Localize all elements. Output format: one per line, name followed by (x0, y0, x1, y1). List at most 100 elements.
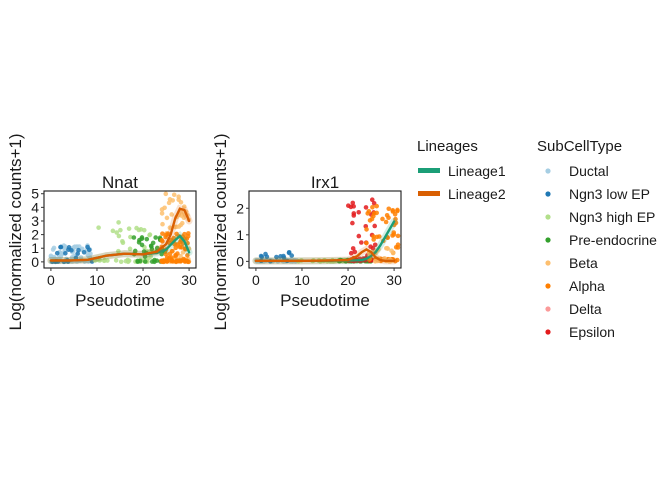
legend-title: SubCellType (537, 138, 622, 155)
y-tick-label: 5 (31, 186, 39, 202)
y-tick-label: 1 (236, 227, 244, 243)
data-point (386, 215, 391, 220)
data-point (278, 254, 283, 259)
y-axis-title: Log(normalized counts+1) (211, 133, 230, 330)
data-point (350, 220, 355, 226)
legend-key-ductal (545, 168, 551, 174)
data-point (54, 250, 60, 256)
legend-subcelltype: SubCellType Ductal Ngn3 low EP Ngn3 high… (537, 138, 657, 340)
data-point (385, 246, 391, 251)
data-point (376, 234, 382, 239)
data-point (116, 220, 121, 225)
data-point (391, 232, 397, 237)
data-point (389, 248, 394, 254)
data-point (359, 240, 364, 245)
data-point (131, 235, 137, 240)
plot-area (252, 197, 401, 265)
data-point (169, 212, 174, 217)
data-point (169, 248, 175, 254)
data-point (348, 250, 354, 256)
data-point (73, 255, 79, 261)
y-tick-label: 0 (31, 254, 39, 270)
data-point (350, 200, 356, 206)
data-point (259, 254, 265, 260)
data-point (185, 234, 191, 239)
data-point (116, 233, 122, 239)
data-point (81, 249, 87, 255)
x-tick-label: 20 (135, 272, 151, 288)
data-point (356, 210, 362, 215)
legend-key-beta (545, 260, 551, 266)
data-point (180, 250, 186, 255)
data-point (159, 258, 165, 264)
data-point (178, 222, 184, 228)
data-point (142, 259, 148, 264)
data-point (142, 254, 148, 259)
y-axis-title: Log(normalized counts+1) (6, 133, 25, 330)
data-point (85, 244, 90, 250)
data-point (63, 251, 68, 256)
data-point (128, 234, 133, 240)
x-tick-label: 0 (252, 272, 260, 288)
data-point (366, 208, 372, 214)
data-point (126, 226, 132, 231)
data-point (369, 197, 375, 203)
legend-lineages: Lineages Lineage1 Lineage2 (417, 138, 506, 202)
data-point (351, 204, 356, 209)
data-point (370, 204, 375, 210)
legend-label: Epsilon (569, 324, 615, 340)
data-point (141, 227, 147, 233)
data-point (184, 258, 189, 264)
x-tick-label: 0 (47, 272, 55, 288)
data-point (159, 211, 165, 216)
legend-label: Ngn3 low EP (569, 186, 650, 202)
legend-title: Lineages (417, 138, 478, 155)
data-point (179, 258, 184, 263)
data-point (96, 225, 101, 230)
y-tick-label: 3 (31, 213, 39, 229)
line-lineage2 (49, 207, 191, 262)
legend-label: Delta (569, 301, 602, 317)
data-point (363, 205, 369, 210)
x-axis-title: Pseudotime (75, 291, 165, 310)
data-point (69, 248, 74, 253)
data-point (374, 203, 380, 209)
data-point (182, 231, 187, 237)
panel-border (248, 190, 402, 269)
data-point (163, 191, 169, 197)
data-point (372, 223, 378, 229)
data-point (150, 240, 156, 246)
legend-label: Beta (569, 255, 598, 271)
x-tick-label: 20 (340, 272, 356, 288)
data-point (116, 248, 121, 254)
data-point (76, 247, 81, 253)
y-tick-label: 2 (236, 200, 244, 216)
data-point (154, 258, 160, 263)
data-point (393, 216, 398, 222)
legend-key-alpha (545, 283, 551, 289)
data-point (167, 255, 172, 261)
data-point (174, 224, 179, 230)
data-point (136, 240, 142, 245)
data-point (73, 244, 79, 250)
data-point (380, 216, 385, 222)
data-point (123, 258, 129, 264)
data-point (351, 213, 357, 218)
data-point (364, 240, 369, 246)
x-tick-label: 10 (294, 272, 310, 288)
data-point (127, 246, 133, 252)
panel-irx1: Irx1 Pseudotime Log(normalized counts+1)… (211, 133, 402, 330)
data-point (160, 221, 165, 227)
legend-key-epsilon (545, 329, 551, 335)
data-point (146, 255, 152, 261)
data-point (356, 233, 362, 239)
data-point (395, 208, 400, 214)
legend-key-pre-endocrine (545, 237, 551, 243)
data-point (372, 242, 378, 248)
data-point (395, 257, 400, 263)
data-point (166, 200, 172, 206)
data-point (110, 228, 116, 234)
panel-border (43, 190, 197, 269)
data-point (373, 259, 378, 264)
